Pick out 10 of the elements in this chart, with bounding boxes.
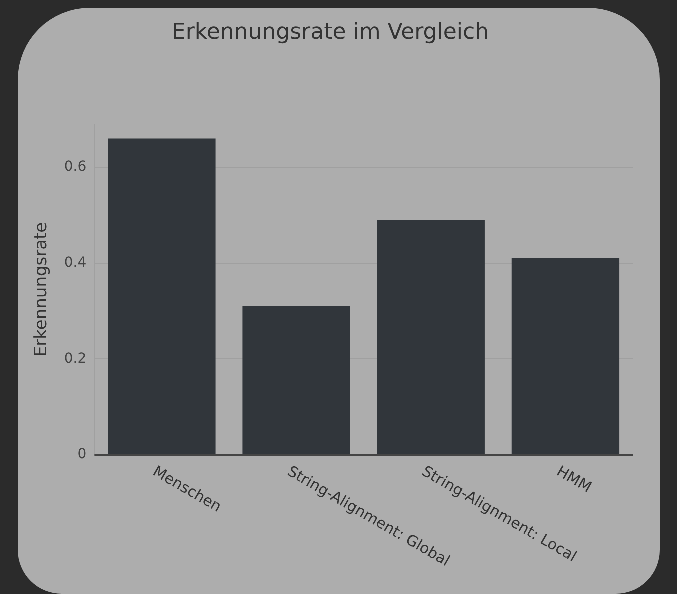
y-tick-label: 0.4: [64, 254, 87, 271]
bar: [242, 306, 350, 454]
bar: [108, 138, 216, 454]
y-tick-label: 0.6: [64, 159, 87, 176]
y-axis-title: Erkennungsrate: [32, 222, 52, 358]
y-tick-label: 0: [78, 446, 87, 463]
y-tick-label: 0.2: [64, 350, 87, 367]
bar: [377, 220, 485, 454]
bar: [512, 258, 620, 454]
chart-title: Erkennungsrate im Vergleich: [172, 20, 490, 45]
